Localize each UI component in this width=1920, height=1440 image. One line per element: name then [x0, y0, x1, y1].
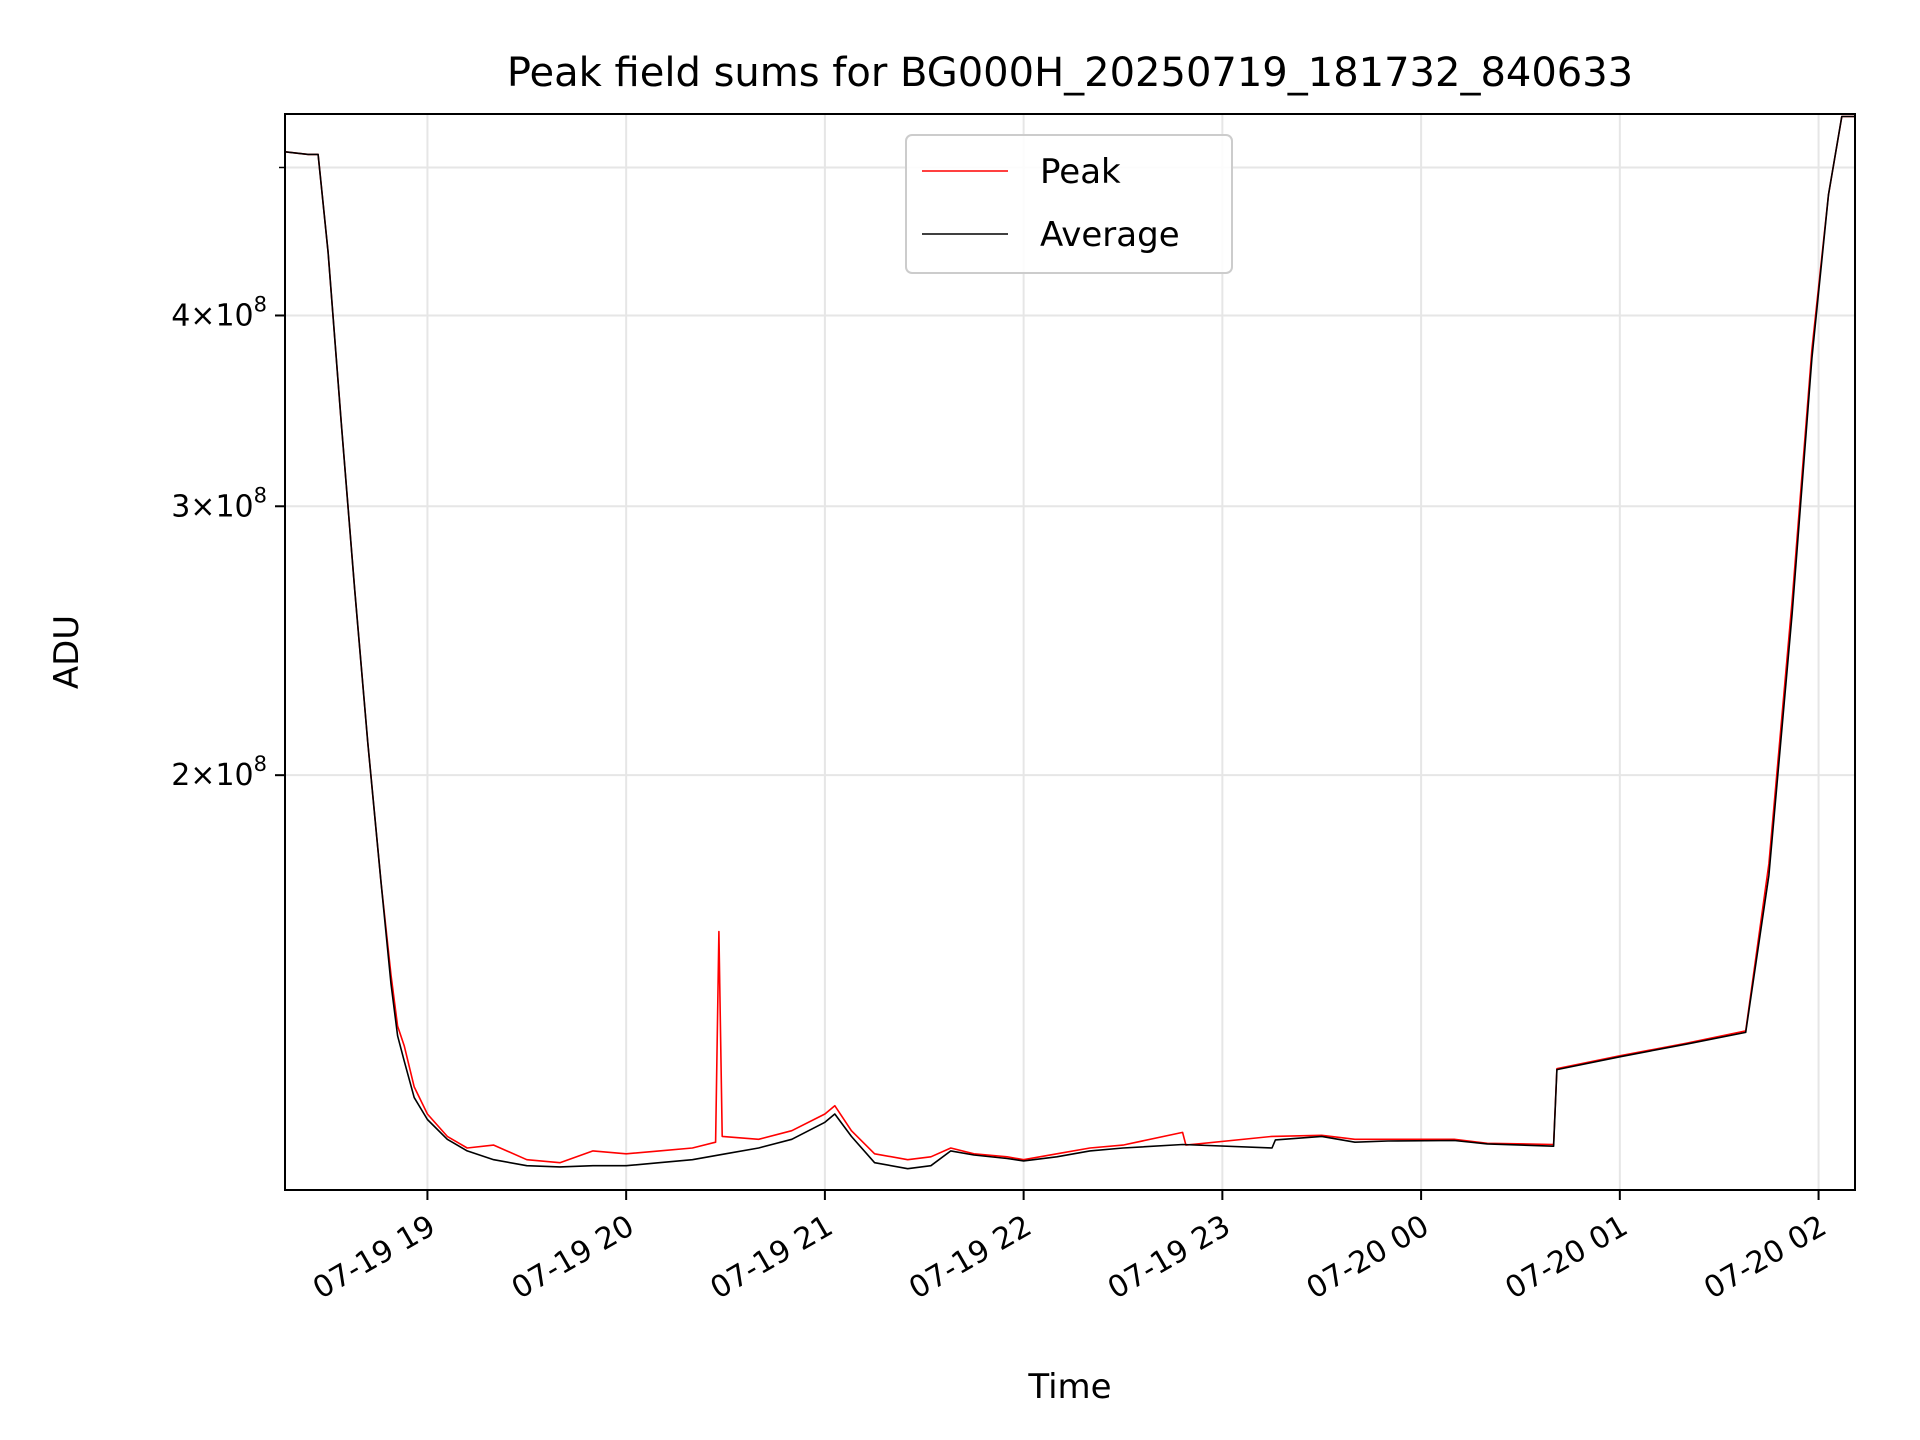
legend-label-average: Average — [1040, 215, 1180, 255]
plot-frame — [284, 113, 1856, 1191]
y-tick-label: 4×108 — [171, 292, 267, 333]
series-area — [284, 115, 1855, 1170]
legend: Peak Average — [905, 134, 1233, 274]
legend-box — [905, 134, 1233, 274]
chart-title: Peak field sums for BG000H_20250719_1817… — [507, 50, 1633, 96]
x-axis-title: Time — [1027, 1367, 1111, 1407]
y-tick-label: 3×108 — [171, 483, 267, 524]
y-tick-label: 2×108 — [171, 752, 267, 793]
y-axis-title: ADU — [47, 615, 87, 689]
legend-label-peak: Peak — [1040, 152, 1121, 192]
series-line-average — [284, 115, 1855, 1170]
